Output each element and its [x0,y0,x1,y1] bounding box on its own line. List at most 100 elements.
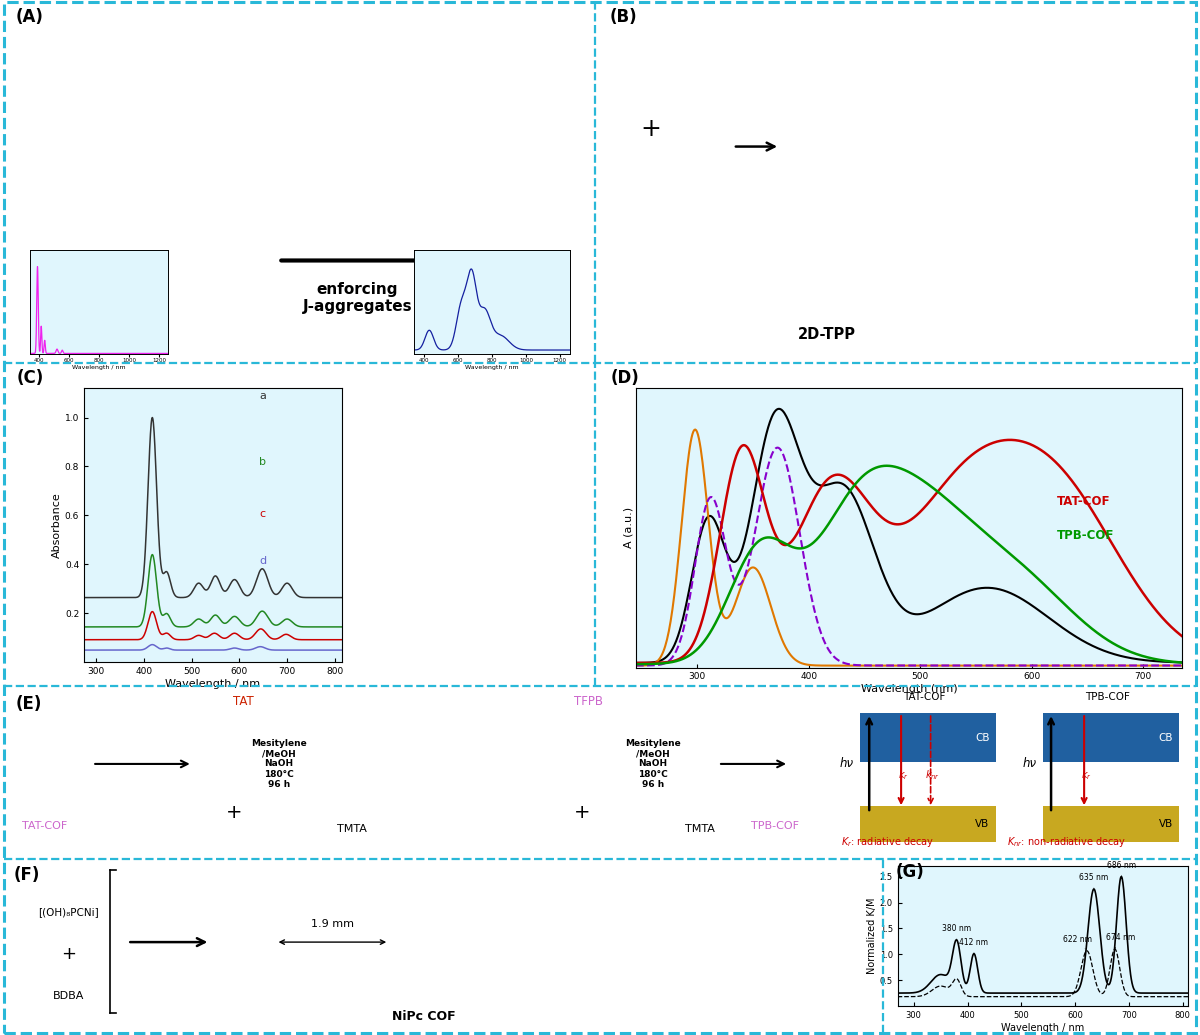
Text: TAT-COF: TAT-COF [23,821,67,831]
Text: CB: CB [1158,733,1172,743]
Text: 622 nm: 622 nm [1063,935,1092,949]
c [150,618,164,630]
Text: hν: hν [840,758,854,770]
Text: a: a [259,391,266,402]
Text: TPB-COF: TPB-COF [1085,692,1130,702]
c [246,629,260,642]
Text: c: c [259,509,265,520]
c [278,628,293,641]
TAT-COF [994,435,1008,447]
FancyBboxPatch shape [859,713,996,763]
Text: (E): (E) [16,696,42,713]
Text: enforcing
J-aggregates: enforcing J-aggregates [302,282,412,315]
TPB-COF [952,503,966,515]
b [278,614,293,626]
TAT-COF [876,512,890,525]
Text: +: + [61,945,77,963]
a [150,493,164,505]
FancyBboxPatch shape [1043,713,1178,763]
b [158,608,173,620]
Text: (D): (D) [611,368,640,386]
b [77,621,91,633]
Text: $k_r$: $k_r$ [1081,768,1092,782]
d [145,639,160,651]
X-axis label: Wavelength / nm: Wavelength / nm [72,364,126,369]
X-axis label: Wavelength / nm: Wavelength / nm [1001,1023,1085,1033]
Text: VB: VB [1158,820,1172,829]
X-axis label: Wavelength (nm): Wavelength (nm) [860,684,958,694]
TPB-COF [629,658,643,671]
a [145,411,160,423]
d [77,644,91,656]
Text: 674 nm: 674 nm [1105,933,1135,949]
c [77,633,91,646]
Text: Mesitylene
/MeOH
NaOH
180°C
96 h: Mesitylene /MeOH NaOH 180°C 96 h [625,739,682,790]
TAT-COF [950,462,965,474]
Line: TAT-COF: TAT-COF [636,440,1182,663]
Text: (F): (F) [14,866,41,884]
Text: +: + [641,117,661,141]
Text: $k_r$: $k_r$ [898,768,908,782]
Y-axis label: Absorbance: Absorbance [52,493,62,558]
X-axis label: Wavelength / nm: Wavelength / nm [466,364,518,369]
b [246,616,260,628]
d [150,641,164,653]
TPB-COF [876,460,890,472]
Text: $K_r$: radiative decay: $K_r$: radiative decay [841,835,934,849]
Text: (G): (G) [895,863,924,881]
Text: TAT-COF: TAT-COF [904,692,946,702]
Text: NiPc COF: NiPc COF [392,1010,456,1023]
Text: d: d [259,556,266,566]
c [310,633,324,646]
Text: TPB-COF: TPB-COF [751,821,799,831]
Text: +: + [574,803,590,823]
FancyBboxPatch shape [859,806,996,842]
Line: d: d [84,645,342,650]
Text: b: b [259,457,266,467]
TPB-COF [995,540,1009,553]
TAT-COF [726,462,740,474]
Text: 1.9 mm: 1.9 mm [311,919,354,928]
Y-axis label: A (a.u.): A (a.u.) [623,507,634,549]
TPB-COF [769,533,784,545]
Text: [(OH)₈PCNi]: [(OH)₈PCNi] [38,907,100,917]
Text: +: + [226,803,242,823]
Text: TPB-COF: TPB-COF [1056,529,1114,542]
Line: b: b [84,555,342,627]
c [145,605,160,618]
b [310,621,324,633]
b [140,586,155,598]
Y-axis label: Normalized K/M: Normalized K/M [866,898,877,974]
Line: a: a [84,417,342,597]
c [140,620,155,632]
Text: VB: VB [976,820,990,829]
Text: CB: CB [976,733,990,743]
a [158,565,173,578]
a [335,591,349,603]
TPB-COF [726,580,740,592]
a [140,505,155,518]
Text: (C): (C) [17,368,44,386]
d [140,642,155,654]
TPB-COF [880,460,894,472]
d [158,642,173,654]
c [335,633,349,646]
Text: 380 nm: 380 nm [942,924,971,940]
FancyBboxPatch shape [1043,806,1178,842]
d [310,644,324,656]
Line: c: c [84,612,342,640]
Text: (A): (A) [16,7,43,26]
a [310,591,324,603]
d [246,643,260,655]
a [77,591,91,603]
Text: TAT: TAT [233,696,253,708]
Text: TFPB: TFPB [574,696,602,708]
d [278,644,293,656]
d [335,644,349,656]
Text: (B): (B) [610,7,637,26]
TAT-COF [1040,449,1055,462]
b [335,621,349,633]
Text: TMTA: TMTA [685,824,715,834]
Text: 412 nm: 412 nm [960,938,989,953]
TAT-COF [1002,434,1016,446]
